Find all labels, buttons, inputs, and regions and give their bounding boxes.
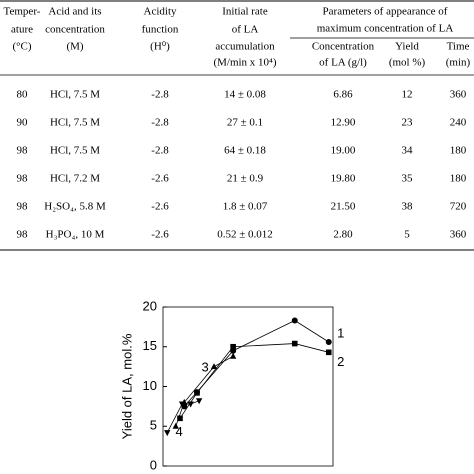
- marker: [195, 398, 203, 405]
- table-cell: HCl, 7.5 M: [50, 145, 100, 157]
- table-cell: 23: [402, 117, 414, 129]
- table-cell: 19.80: [331, 173, 356, 185]
- table-cell: 240: [450, 117, 467, 129]
- column-header: concentration: [45, 24, 105, 36]
- table-cell: -2.6: [151, 229, 169, 241]
- table-cell: 0.52 ± 0.012: [217, 229, 273, 241]
- marker: [325, 349, 332, 356]
- table-cell: 35: [402, 173, 414, 185]
- table-cell: 90: [17, 117, 29, 129]
- table-cell: -2.8: [151, 145, 169, 157]
- group-header: maximum concentration of LA: [317, 23, 454, 35]
- marker: [229, 352, 237, 359]
- column-header: Concentration: [312, 41, 375, 53]
- table-cell: HCl, 7.2 M: [50, 173, 100, 185]
- series-label: 1: [337, 325, 344, 340]
- marker: [177, 415, 183, 422]
- table-cell: 12: [402, 89, 413, 101]
- table-cell: HCl, 7.5 M: [50, 89, 100, 101]
- table-cell: 64 ± 0.18: [224, 145, 266, 157]
- table-cell: 360: [450, 229, 467, 241]
- table-cell: 180: [450, 173, 467, 185]
- column-header: of LA: [232, 24, 259, 36]
- marker: [194, 390, 200, 396]
- marker: [164, 430, 171, 437]
- table-cell: 21.50: [331, 201, 356, 213]
- table-cell: 360: [450, 89, 467, 101]
- marker: [291, 340, 298, 347]
- y-tick-label: 15: [143, 338, 157, 353]
- y-axis-label: Yield of LA, mol.%: [119, 333, 134, 439]
- table-cell: -2.8: [151, 89, 169, 101]
- marker: [325, 338, 332, 345]
- table-cell: 720: [450, 201, 467, 213]
- marker: [291, 317, 298, 324]
- table-cell: -2.6: [151, 201, 169, 213]
- marker: [178, 401, 186, 408]
- table-cell: 6.86: [333, 89, 353, 101]
- table-cell: -2.6: [151, 173, 169, 185]
- group-header: Parameters of appearance of: [323, 6, 448, 18]
- series-label: 4: [176, 424, 183, 439]
- table-cell: H₂SO₄, 5.8 M: [44, 201, 106, 213]
- marker: [210, 363, 218, 370]
- column-header: function: [142, 24, 179, 36]
- table-cell: 98: [17, 201, 29, 213]
- y-tick-label: 5: [150, 418, 157, 433]
- table-cell: 98: [17, 145, 29, 157]
- column-header: (M): [66, 41, 83, 53]
- table-cell: 34: [402, 145, 414, 157]
- table-cell: -2.8: [151, 117, 169, 129]
- y-tick-label: 10: [143, 378, 157, 393]
- column-header: (H⁰): [150, 41, 170, 53]
- series-label: 2: [337, 354, 344, 369]
- column-header: ature: [11, 24, 33, 36]
- table-cell: 38: [402, 201, 414, 213]
- marker: [187, 401, 194, 408]
- table-cell: 5: [404, 229, 410, 241]
- column-header: (min): [446, 57, 471, 69]
- column-header: (°C): [12, 41, 31, 53]
- y-tick-label: 0: [150, 457, 157, 472]
- table-cell: 12.90: [331, 117, 356, 129]
- column-header: Yield: [395, 41, 419, 53]
- plot-frame: [162, 306, 334, 467]
- column-header: (mol %): [389, 57, 426, 69]
- table-cell: 180: [450, 145, 467, 157]
- marker: [172, 422, 179, 429]
- chart: Yield of LA, mol.% 0 5 10 15 20 1 2 3 4: [119, 298, 344, 472]
- table-cell: 98: [17, 229, 29, 241]
- table-cell: 21 ± 0.9: [227, 173, 264, 185]
- table-cell: 1.8 ± 0.07: [223, 201, 268, 213]
- table-cell: 27 ± 0.1: [227, 117, 263, 129]
- table-cell: 98: [17, 173, 29, 185]
- column-header: of LA (g/l): [319, 57, 367, 69]
- column-header: Acidity: [144, 6, 177, 18]
- series-label: 3: [202, 360, 209, 375]
- column-header: Initial rate: [222, 6, 268, 18]
- table-cell: 2.80: [333, 229, 353, 241]
- table-cell: H₃PO₄, 10 M: [46, 229, 105, 241]
- table-cell: 14 ± 0.08: [224, 89, 266, 101]
- series-line: [175, 355, 234, 427]
- table-cell: HCl, 7.5 M: [50, 117, 100, 129]
- column-header: Temper-: [4, 6, 41, 18]
- series-line: [166, 400, 200, 433]
- y-tick-label: 20: [143, 298, 157, 313]
- table-cell: 80: [17, 89, 29, 101]
- column-header: Acid and its: [48, 6, 101, 18]
- column-header: (M/min x 10⁴): [213, 57, 276, 69]
- table-cell: 19.00: [331, 145, 356, 157]
- marker: [230, 343, 236, 350]
- column-header: accumulation: [215, 41, 275, 53]
- column-header: Time: [447, 41, 470, 53]
